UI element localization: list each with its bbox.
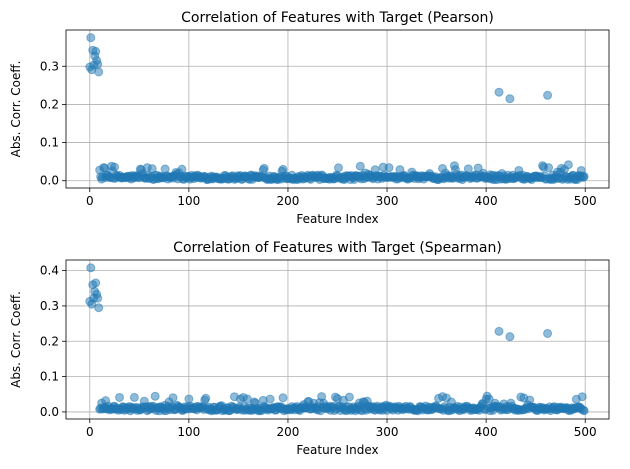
data-point xyxy=(333,163,343,173)
data-point xyxy=(463,164,473,174)
y-tick-label: 0.3 xyxy=(40,299,59,313)
data-point xyxy=(168,393,178,403)
y-tick-label: 0.4 xyxy=(40,264,59,278)
scatter-points xyxy=(85,33,589,185)
data-point-high xyxy=(91,46,101,56)
data-point xyxy=(150,391,160,401)
data-point xyxy=(355,161,365,171)
x-axis-label: Feature Index xyxy=(296,212,378,226)
data-point xyxy=(115,392,125,402)
x-tick-label: 500 xyxy=(574,194,597,208)
data-point-high xyxy=(505,94,515,104)
axes-frame xyxy=(65,29,610,189)
x-tick-label: 100 xyxy=(177,194,200,208)
y-tick-label: 0.3 xyxy=(40,59,59,73)
data-point xyxy=(201,393,211,403)
data-point xyxy=(265,394,275,404)
y-tick-label: 0.0 xyxy=(40,405,59,419)
data-point-high xyxy=(94,303,104,313)
x-tick-label: 200 xyxy=(277,425,300,439)
y-tick-label: 0.0 xyxy=(40,174,59,188)
x-tick-label: 0 xyxy=(86,194,94,208)
x-tick-label: 500 xyxy=(574,425,597,439)
data-point-high xyxy=(93,293,103,303)
x-tick-label: 0 xyxy=(86,425,94,439)
data-point-high xyxy=(505,332,515,342)
data-point xyxy=(577,392,587,402)
chart-title-pearson: Correlation of Features with Target (Pea… xyxy=(181,10,494,26)
x-ticks: 0 100 200 300 400 500 xyxy=(86,188,597,208)
data-point-high xyxy=(94,67,104,77)
data-point xyxy=(484,394,494,404)
y-ticks: 0.0 0.1 0.2 0.3 xyxy=(40,59,66,188)
data-point xyxy=(563,160,573,170)
spearman-chart: Correlation of Features with Target (Spe… xyxy=(9,240,610,457)
data-point xyxy=(129,392,139,402)
data-point-high xyxy=(543,328,553,338)
data-point-high xyxy=(93,59,103,69)
data-point-high xyxy=(86,33,96,43)
scatter-points xyxy=(85,263,589,416)
x-tick-label: 400 xyxy=(475,425,498,439)
x-tick-label: 200 xyxy=(277,194,300,208)
data-point xyxy=(344,392,354,402)
y-ticks: 0.0 0.1 0.2 0.3 0.4 xyxy=(40,264,66,419)
data-point xyxy=(579,171,589,181)
data-point xyxy=(184,394,194,404)
data-point-high xyxy=(543,90,553,100)
data-point-high xyxy=(494,87,504,97)
data-point-high xyxy=(86,263,96,273)
y-axis-label: Abs. Corr. Coeff. xyxy=(9,61,23,158)
y-tick-label: 0.2 xyxy=(40,334,59,348)
pearson-chart: Correlation of Features with Target (Pea… xyxy=(9,10,610,226)
x-axis-label: Feature Index xyxy=(296,443,378,457)
chart-title-spearman: Correlation of Features with Target (Spe… xyxy=(173,240,502,256)
data-point xyxy=(278,393,288,403)
y-tick-label: 0.1 xyxy=(40,370,59,384)
x-tick-label: 100 xyxy=(177,425,200,439)
y-tick-label: 0.1 xyxy=(40,136,59,150)
data-point xyxy=(579,406,589,416)
x-tick-label: 300 xyxy=(376,194,399,208)
x-tick-label: 400 xyxy=(475,194,498,208)
y-tick-label: 0.2 xyxy=(40,97,59,111)
data-point xyxy=(544,163,554,173)
data-point-high xyxy=(91,278,101,288)
data-point xyxy=(384,163,394,173)
x-ticks: 0 100 200 300 400 500 xyxy=(86,419,597,439)
x-tick-label: 300 xyxy=(376,425,399,439)
axes-frame xyxy=(65,259,610,420)
y-axis-label: Abs. Corr. Coeff. xyxy=(9,291,23,388)
data-point xyxy=(259,163,269,173)
data-point xyxy=(110,162,120,172)
data-point-high xyxy=(494,326,504,336)
